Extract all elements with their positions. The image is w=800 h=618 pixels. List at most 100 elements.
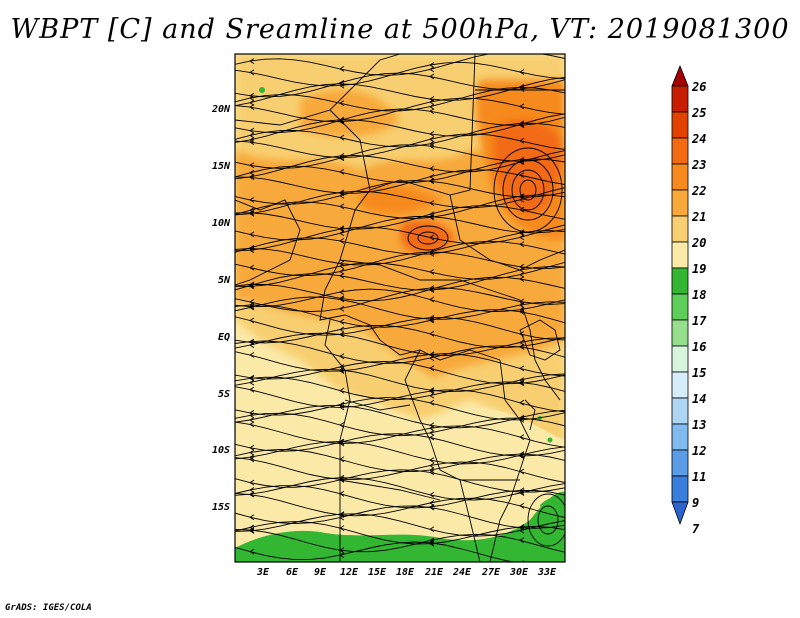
streamline-arrow <box>249 456 255 463</box>
streamline <box>235 187 565 216</box>
streamline-arrow <box>429 296 435 303</box>
streamline <box>235 224 565 252</box>
streamline-arrow <box>429 200 435 206</box>
map-frame <box>234 53 566 563</box>
streamline-arrow <box>249 245 255 251</box>
streamline-arrow <box>429 317 435 324</box>
streamline-arrow <box>429 467 435 473</box>
streamline-arrow <box>519 271 525 278</box>
streamline-arrow <box>249 169 255 176</box>
streamline <box>235 261 565 287</box>
lon-label: 21E <box>424 567 444 578</box>
streamline-arrow <box>249 487 255 493</box>
streamline <box>235 230 565 255</box>
streamline <box>235 421 565 448</box>
streamline-arrow <box>339 368 345 374</box>
streamline-arrow <box>429 399 435 406</box>
streamline <box>235 205 565 230</box>
streamline-arrow <box>429 537 435 544</box>
streamline <box>235 97 565 123</box>
streamline-arrow <box>519 468 525 475</box>
streamline-arrow <box>429 108 435 115</box>
colorbar-swatch <box>671 85 689 113</box>
streamline-arrow <box>339 100 345 107</box>
colorbar-label: 17 <box>692 314 707 328</box>
streamline-arrow <box>249 417 255 423</box>
streamline <box>235 276 565 302</box>
colorbar-label: 22 <box>692 184 707 198</box>
streamline-arrow <box>339 189 345 196</box>
streamline-arrow <box>519 69 525 75</box>
streamline-arrow <box>519 490 525 496</box>
lat-label: 15S <box>211 502 230 513</box>
streamline-arrow <box>339 80 345 86</box>
streamline-arrow <box>429 425 435 432</box>
streamline-arrow <box>519 415 525 421</box>
streamline <box>235 169 565 194</box>
colorbar-top-arrow <box>671 64 689 87</box>
streamline-arrow <box>249 374 255 381</box>
colorbar-label: 16 <box>692 340 707 354</box>
streamline-arrow <box>249 491 255 498</box>
streamline-arrow <box>339 226 345 233</box>
streamline-arrow <box>249 162 255 169</box>
chart-title: WBPT [C] and Sreamline at 500hPa, VT: 20… <box>10 14 790 45</box>
streamline-arrow <box>249 99 255 106</box>
streamline-arrow <box>249 174 255 181</box>
lat-label: 15N <box>211 161 230 172</box>
streamline-arrow <box>339 305 345 312</box>
credit-text: GrADS: IGES/COLA <box>5 603 92 613</box>
streamline <box>235 448 565 473</box>
streamline-arrow <box>429 213 435 220</box>
streamline-arrow <box>429 539 435 546</box>
streamline-arrow <box>249 197 255 203</box>
streamline-arrow <box>249 514 255 521</box>
streamline <box>235 296 565 320</box>
streamline-arrow <box>429 73 435 80</box>
lat-label: 20N <box>211 104 230 115</box>
streamline <box>235 316 565 341</box>
streamline-arrow <box>519 84 525 91</box>
cyclone-circulation <box>407 147 565 547</box>
streamline <box>235 513 565 537</box>
streamline-arrow <box>339 153 345 159</box>
lon-label: 12E <box>339 567 359 578</box>
streamline-arrow <box>429 285 435 291</box>
streamline-arrow <box>429 387 435 393</box>
streamline-arrow <box>429 491 435 498</box>
streamline-arrow <box>339 66 345 72</box>
streamline-arrow <box>519 379 525 386</box>
colorbar-swatch <box>671 163 689 191</box>
streamline-arrow <box>519 537 525 544</box>
colorbar-label: 13 <box>692 418 707 432</box>
colorbar-label: 7 <box>692 522 700 536</box>
streamline <box>235 457 565 483</box>
streamline-arrow <box>429 388 435 395</box>
streamline-arrow <box>249 264 255 271</box>
lat-label: EQ <box>217 332 230 343</box>
colorbar-label: 9 <box>692 496 700 510</box>
lat-label: 5S <box>217 389 230 400</box>
streamline-arrow <box>249 58 255 64</box>
streamline-arrow <box>519 344 525 350</box>
streamline-arrow <box>339 268 345 275</box>
streamline <box>235 122 565 148</box>
streamline <box>235 386 565 413</box>
streamline-arrow <box>249 444 255 451</box>
streamline-arrow <box>519 365 525 372</box>
streamline-arrow <box>339 203 345 210</box>
colorbar-label: 20 <box>692 236 707 250</box>
streamline-arrow <box>249 479 255 486</box>
streamline <box>235 541 565 562</box>
streamline-arrow <box>429 314 435 321</box>
streamline <box>235 304 565 328</box>
streamline-arrow <box>519 120 525 127</box>
lat-label: 5N <box>217 275 230 286</box>
streamline <box>235 61 565 87</box>
streamline-arrow <box>519 206 525 213</box>
streamline-arrow <box>429 365 435 372</box>
streamline-arrow <box>429 469 435 476</box>
colorbar-swatch <box>671 267 689 295</box>
streamline-arrow <box>249 95 255 101</box>
